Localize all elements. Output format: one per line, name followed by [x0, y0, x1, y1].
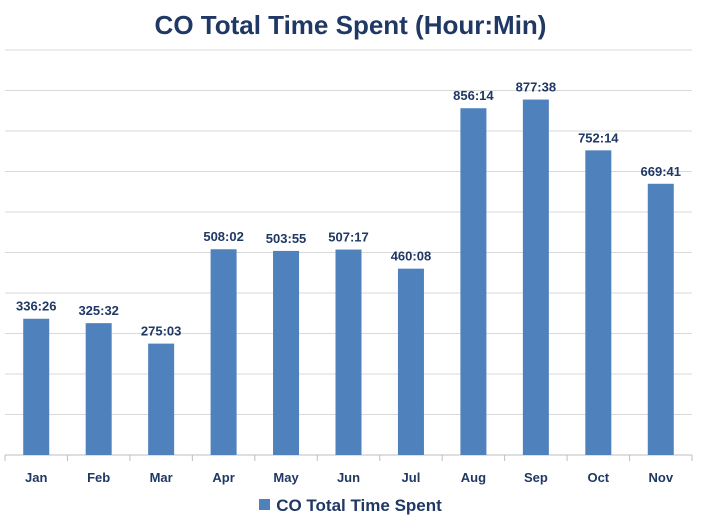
- bar-may: [273, 250, 300, 455]
- legend-swatch: [259, 499, 271, 510]
- bar-jun: [335, 249, 362, 455]
- bar-oct: [585, 150, 612, 455]
- bar-apr: [210, 249, 237, 455]
- x-tick-label-apr: Apr: [212, 470, 234, 485]
- x-tick-label-aug: Aug: [461, 470, 486, 485]
- data-label-apr: 508:02: [203, 229, 243, 244]
- bar-jul: [397, 268, 424, 455]
- data-label-nov: 669:41: [641, 164, 681, 179]
- legend-label: CO Total Time Spent: [276, 496, 442, 515]
- x-tick-label-jun: Jun: [337, 470, 360, 485]
- data-label-mar: 275:03: [141, 324, 181, 339]
- bar-aug: [460, 108, 487, 455]
- x-tick-label-mar: Mar: [150, 470, 173, 485]
- bar-jan: [23, 318, 50, 455]
- data-label-jan: 336:26: [16, 299, 56, 314]
- chart-title: CO Total Time Spent (Hour:Min): [154, 10, 547, 40]
- x-tick-label-sep: Sep: [524, 470, 548, 485]
- bar-sep: [522, 99, 549, 456]
- legend: CO Total Time Spent: [0, 496, 701, 516]
- data-label-oct: 752:14: [578, 130, 619, 145]
- x-tick-label-oct: Oct: [587, 470, 609, 485]
- x-tick-label-jul: Jul: [402, 470, 421, 485]
- bar-nov: [647, 183, 674, 455]
- data-label-sep: 877:38: [516, 80, 556, 95]
- x-tick-label-may: May: [273, 470, 299, 485]
- x-tick-label-nov: Nov: [648, 470, 673, 485]
- data-label-feb: 325:32: [78, 303, 118, 318]
- x-tick-label-feb: Feb: [87, 470, 110, 485]
- x-axis-ticks: Jan Feb Mar Apr May Jun Jul Aug Sep Oct Nov: [4, 455, 693, 485]
- bar-feb: [85, 323, 112, 455]
- bar-mar: [148, 343, 175, 455]
- bars: [23, 99, 674, 456]
- data-label-jul: 460:08: [391, 249, 431, 264]
- data-label-aug: 856:14: [453, 88, 494, 103]
- x-tick-label-jan: Jan: [25, 470, 47, 485]
- data-label-may: 503:55: [266, 231, 306, 246]
- data-label-jun: 507:17: [328, 230, 368, 245]
- data-labels: 336:26 325:32 275:03 508:02 503:55 507:17 460:…: [16, 80, 681, 339]
